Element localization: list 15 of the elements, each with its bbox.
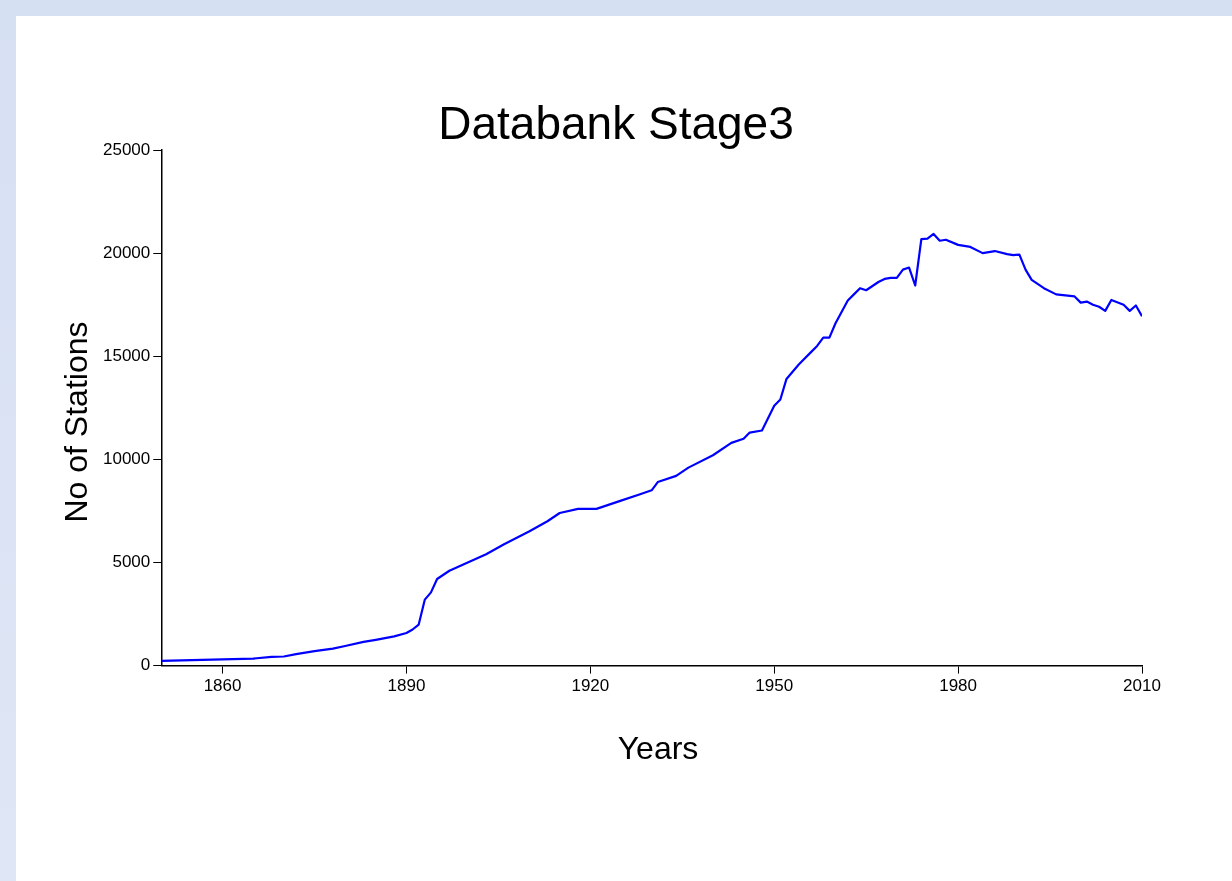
x-tick-label: 1860: [203, 676, 242, 696]
chart-title: Databank Stage3: [438, 97, 794, 149]
y-tick-label: 25000: [102, 139, 151, 159]
y-tick-label: 5000: [112, 552, 151, 572]
x-tick-label: 1890: [387, 676, 426, 696]
y-tick-label: 15000: [102, 345, 151, 365]
x-tick-label: 2010: [1123, 676, 1161, 696]
x-tick-label: 1950: [755, 676, 794, 696]
x-axis-title: Years: [616, 730, 700, 767]
y-axis-title: No of Stations: [57, 321, 95, 523]
x-tick-label: 1980: [939, 676, 978, 696]
y-tick-label: 10000: [102, 449, 151, 469]
x-tick-label: 1920: [571, 676, 610, 696]
y-tick-label: 0: [140, 655, 151, 675]
y-tick-label: 20000: [102, 242, 151, 262]
